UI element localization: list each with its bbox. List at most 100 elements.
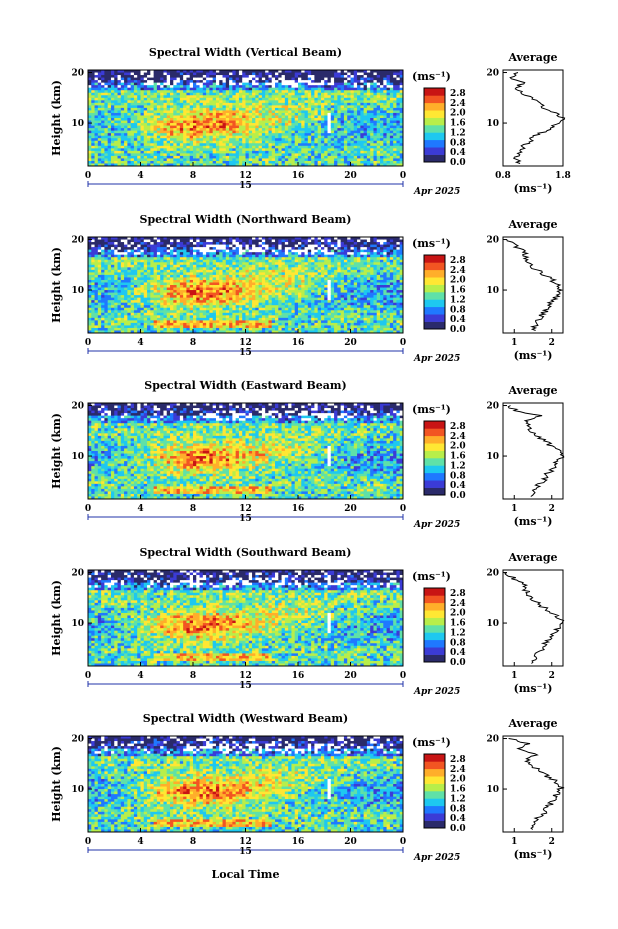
heatmap-cell bbox=[117, 274, 122, 278]
heatmap-cell bbox=[160, 140, 164, 144]
heatmap-cell bbox=[170, 82, 174, 86]
heatmap-cell bbox=[97, 163, 102, 167]
heatmap-cell bbox=[183, 259, 187, 263]
heatmap-cell bbox=[156, 305, 161, 309]
heatmap-cell bbox=[350, 130, 355, 134]
heatmap-cell bbox=[193, 300, 197, 304]
heatmap-cell bbox=[97, 239, 102, 243]
heatmap-cell bbox=[173, 269, 177, 273]
heatmap-cell bbox=[357, 143, 361, 147]
heatmap-cell bbox=[163, 274, 168, 278]
heatmap-cell bbox=[212, 153, 217, 157]
heatmap-cell bbox=[238, 82, 243, 86]
heatmap-cell bbox=[170, 160, 174, 164]
heatmap-cell bbox=[176, 70, 181, 73]
heatmap-cell bbox=[307, 128, 312, 132]
heatmap-cell bbox=[386, 155, 391, 159]
heatmap-cell bbox=[120, 110, 125, 114]
heatmap-cell bbox=[91, 322, 95, 326]
heatmap-cell bbox=[330, 115, 335, 119]
heatmap-cell bbox=[170, 242, 174, 245]
heatmap-cell bbox=[88, 237, 92, 240]
heatmap-cell bbox=[101, 239, 105, 243]
heatmap-cell bbox=[209, 133, 214, 137]
heatmap-cell bbox=[380, 145, 384, 149]
heatmap-cell bbox=[110, 249, 115, 253]
heatmap-cell bbox=[265, 123, 269, 126]
heatmap-cell bbox=[114, 153, 118, 157]
heatmap-cell bbox=[307, 82, 312, 86]
heatmap-cell bbox=[396, 128, 401, 132]
heatmap-cell bbox=[193, 123, 197, 126]
heatmap-cell bbox=[91, 130, 95, 134]
heatmap-cell bbox=[101, 70, 105, 73]
heatmap-cell bbox=[137, 242, 141, 245]
heatmap-cell bbox=[186, 92, 191, 96]
heatmap-cell bbox=[294, 135, 299, 139]
heatmap-cell bbox=[140, 97, 145, 101]
heatmap-cell bbox=[238, 128, 243, 132]
heatmap-cell bbox=[183, 272, 187, 276]
heatmap-cell bbox=[117, 247, 122, 251]
heatmap-cell bbox=[376, 115, 381, 119]
heatmap-cell bbox=[215, 82, 220, 86]
heatmap-cell bbox=[370, 123, 374, 126]
heatmap-cell bbox=[107, 105, 112, 109]
heatmap-cell bbox=[248, 143, 253, 147]
heatmap-cell bbox=[107, 247, 112, 251]
heatmap-cell bbox=[179, 138, 184, 142]
heatmap-cell bbox=[107, 327, 112, 331]
heatmap-cell bbox=[271, 150, 276, 154]
heatmap-cell bbox=[222, 150, 227, 154]
heatmap-cell bbox=[225, 155, 230, 159]
heatmap-cell bbox=[271, 140, 276, 144]
heatmap-cell bbox=[304, 77, 309, 81]
heatmap-cell bbox=[88, 160, 92, 164]
heatmap-cell bbox=[110, 290, 115, 293]
heatmap-cell bbox=[294, 87, 299, 91]
heatmap-cell bbox=[127, 163, 132, 167]
colorbar-tick-label: 2.4 bbox=[450, 99, 466, 109]
heatmap-cell bbox=[252, 118, 256, 121]
heatmap-cell bbox=[114, 115, 118, 119]
heatmap-cell bbox=[275, 150, 279, 154]
heatmap-cell bbox=[206, 148, 210, 152]
heatmap-cell bbox=[170, 140, 174, 144]
heatmap-cell bbox=[399, 105, 404, 109]
heatmap-cell bbox=[294, 85, 299, 89]
heatmap-cell bbox=[170, 90, 174, 94]
heatmap-cell bbox=[97, 148, 102, 152]
heatmap-cell bbox=[343, 163, 348, 167]
heatmap-cell bbox=[133, 254, 138, 258]
heatmap-cell bbox=[170, 153, 174, 157]
heatmap-cell bbox=[389, 105, 394, 109]
heatmap-cell bbox=[153, 315, 158, 319]
heatmap-cell bbox=[150, 130, 155, 134]
heatmap-cell bbox=[183, 322, 187, 326]
heatmap-cell bbox=[350, 80, 355, 84]
heatmap-cell bbox=[225, 138, 230, 142]
heatmap-cell bbox=[143, 123, 148, 126]
heatmap-cell bbox=[334, 130, 338, 134]
heatmap-cell bbox=[268, 135, 273, 139]
heatmap-cell bbox=[317, 153, 322, 157]
heatmap-cell bbox=[110, 143, 115, 147]
heatmap-cell bbox=[255, 110, 260, 114]
heatmap-cell bbox=[373, 72, 378, 76]
heatmap-cell bbox=[373, 102, 378, 106]
heatmap-cell bbox=[186, 244, 191, 248]
heatmap-cell bbox=[104, 135, 109, 139]
heatmap-cell bbox=[189, 254, 194, 258]
heatmap-cell bbox=[317, 133, 322, 137]
heatmap-cell bbox=[133, 252, 138, 256]
heatmap-cell bbox=[153, 320, 158, 324]
heatmap-cell bbox=[255, 95, 260, 99]
heatmap-cell bbox=[258, 105, 263, 109]
heatmap-cell bbox=[156, 237, 161, 240]
heatmap-cell bbox=[179, 244, 184, 248]
heatmap-cell bbox=[202, 90, 207, 94]
heatmap-cell bbox=[140, 118, 145, 121]
heatmap-cell bbox=[252, 85, 256, 89]
heatmap-cell bbox=[215, 153, 220, 157]
heatmap-cell bbox=[170, 252, 174, 256]
